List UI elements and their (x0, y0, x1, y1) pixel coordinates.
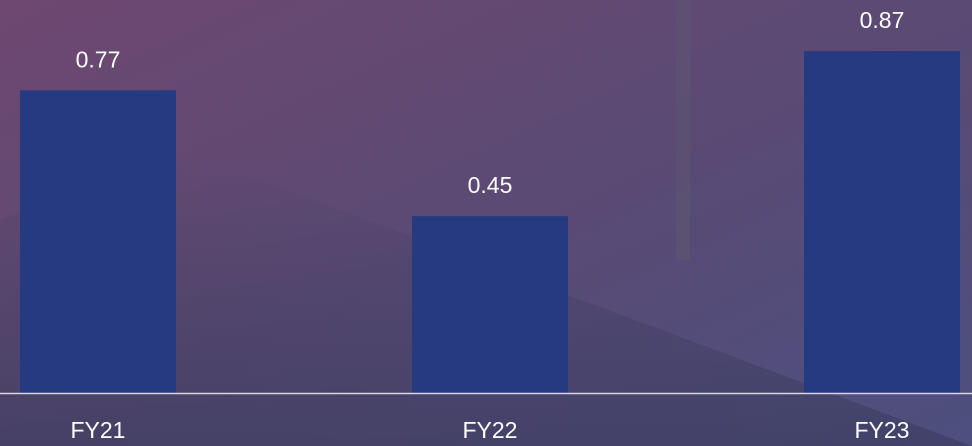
bar (20, 90, 176, 393)
x-tick-label: FY21 (71, 417, 126, 443)
value-label: 0.45 (468, 172, 513, 198)
bar (412, 216, 568, 393)
bar (804, 51, 960, 394)
background-pole (676, 0, 690, 260)
x-tick-label: FY23 (855, 417, 910, 443)
x-tick-label: FY22 (463, 417, 518, 443)
value-label: 0.87 (860, 7, 905, 33)
value-label: 0.77 (76, 46, 121, 72)
